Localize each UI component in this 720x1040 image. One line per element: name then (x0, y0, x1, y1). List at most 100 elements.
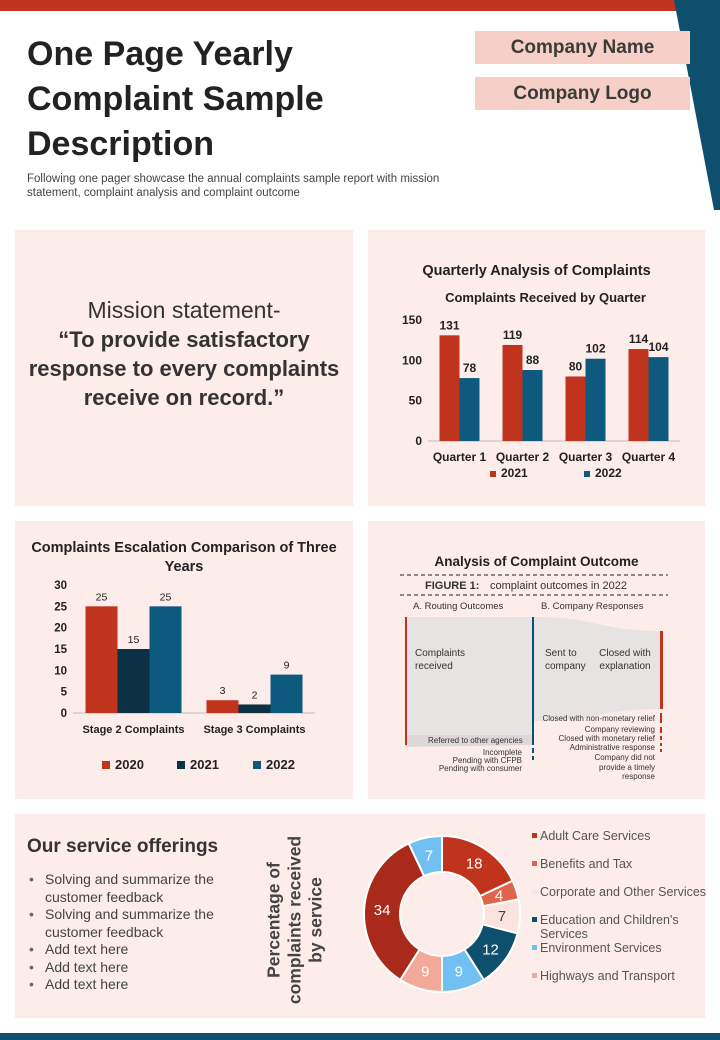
bar (459, 378, 480, 441)
x-tick-label: Quarter 3 (559, 450, 613, 464)
legend-swatch (532, 889, 537, 894)
bar-value-label: 2 (252, 689, 258, 701)
bottom-accent-bar (0, 1033, 720, 1040)
y-tick-label: 30 (54, 580, 67, 592)
donut-value-label: 7 (498, 908, 506, 925)
legend-swatch (532, 833, 537, 838)
legend-item-benefits-tax: Benefits and Tax (532, 857, 712, 885)
bar (117, 649, 150, 713)
closed-monetary-label: Closed with monetary relief (558, 734, 655, 743)
bar-value-label: 131 (439, 318, 459, 332)
x-tick-label: Quarter 1 (433, 450, 487, 464)
bar (85, 606, 118, 713)
bar (439, 335, 460, 441)
bar (502, 345, 523, 441)
mission-lead: Mission statement- (87, 297, 281, 323)
service-offerings-heading: Our service offerings (27, 836, 219, 857)
bar (522, 370, 543, 441)
donut-slice (407, 834, 443, 878)
closed-with-explanation-label: Closed with explanation (599, 648, 651, 672)
incomplete-label: Incomplete (482, 748, 522, 757)
legend-item-highways: Highways and Transport (532, 969, 712, 997)
legend-swatch (102, 761, 110, 769)
donut-value-label: 4 (495, 887, 503, 904)
bar-value-label: 104 (648, 340, 668, 354)
company-responses-header: B. Company Responses (541, 601, 644, 612)
legend-label: 2022 (595, 466, 622, 480)
legend-swatch (490, 471, 496, 477)
page-title: One Page Yearly Complaint Sample Descrip… (27, 35, 324, 163)
donut-slice (363, 842, 426, 982)
legend-swatch (584, 471, 590, 477)
administrative-response-label: Administrative response (569, 743, 655, 752)
escalation-bar-chart: 0 5 10 15 20 25 30 25 15 25 Stage 2 Complaints 3 2 9 S… (54, 580, 315, 772)
bar (206, 700, 239, 713)
y-tick-label: 100 (402, 353, 422, 367)
figure-label: FIGURE 1: (425, 580, 480, 592)
donut-value-label: 9 (455, 964, 463, 981)
company-logo-placeholder[interactable]: Company Logo (475, 77, 690, 110)
bar (270, 674, 303, 713)
bar (585, 358, 606, 441)
y-tick-label: 20 (54, 623, 67, 635)
y-tick-label: 150 (402, 313, 422, 327)
y-tick-label: 0 (415, 434, 422, 448)
referred-label: Referred to other agencies (428, 736, 523, 745)
services-panel: Our service offerings Solving and summar… (15, 814, 705, 1018)
legend-item-education: Education and Children's Services (532, 913, 712, 941)
donut-title-wrap: Percentage of complaints received by ser… (245, 830, 345, 1010)
legend-swatch (532, 861, 537, 866)
bar (565, 376, 586, 441)
bar-value-label: 25 (96, 591, 108, 603)
bar (149, 606, 182, 713)
list-item: Solving and summarize the customer feedb… (27, 871, 242, 906)
company-name-placeholder[interactable]: Company Name (475, 31, 690, 64)
legend-label: 2021 (190, 757, 219, 772)
escalation-panel: Complaints Escalation Comparison of Thre… (15, 521, 353, 799)
legend-label: 2021 (501, 466, 528, 480)
complaints-received-label: Complaints received (415, 648, 466, 672)
donut-legend: Adult Care Services Benefits and Tax Cor… (532, 829, 712, 997)
donut-value-label: 18 (466, 855, 483, 872)
bar-value-label: 80 (569, 359, 583, 373)
donut-value-label: 34 (374, 902, 391, 919)
donut-chart-title: Percentage of complaints received by ser… (263, 835, 326, 1005)
service-list: Solving and summarize the customer feedb… (27, 871, 242, 994)
y-tick-label: 15 (54, 644, 67, 656)
legend-label: 2020 (115, 757, 144, 772)
bar-value-label: 25 (160, 591, 172, 603)
service-donut-chart: 18 4 7 12 9 9 34 7 (363, 834, 521, 994)
list-item: Add text here (27, 976, 242, 994)
bar-value-label: 119 (503, 328, 523, 342)
donut-value-label: 7 (425, 847, 433, 864)
y-tick-label: 0 (61, 708, 67, 720)
no-timely-response-label: Company did not provide a timely respons… (594, 753, 655, 781)
bar-value-label: 88 (526, 353, 540, 367)
sent-to-company-label: Sent to company (545, 648, 586, 672)
quarterly-analysis-panel: Quarterly Analysis of Complaints Complai… (368, 230, 705, 506)
pending-consumer-label: Pending with consumer (438, 764, 522, 773)
list-item: Add text here (27, 959, 242, 977)
closed-non-monetary-label: Closed with non-monetary relief (542, 714, 656, 723)
legend-label: Highways and Transport (540, 969, 675, 983)
legend-label: Education and Children's Services (540, 913, 679, 941)
escalation-chart-title: Complaints Escalation Comparison of Thre… (31, 540, 337, 575)
y-tick-label: 25 (54, 601, 67, 613)
legend-item-corporate: Corporate and Other Services (532, 885, 712, 913)
donut-value-label: 12 (482, 941, 499, 958)
donut-value-label: 9 (421, 964, 429, 981)
x-tick-label: Quarter 2 (496, 450, 550, 464)
mission-statement: Mission statement- “To provide satisfact… (15, 295, 353, 412)
legend-label: Environment Services (540, 941, 662, 955)
legend-item-adult-care: Adult Care Services (532, 829, 712, 857)
bar (238, 704, 271, 713)
x-tick-label: Quarter 4 (622, 450, 676, 464)
list-item: Add text here (27, 941, 242, 959)
legend-label: Adult Care Services (540, 829, 651, 843)
bar (628, 349, 649, 441)
legend-item-environment: Environment Services (532, 941, 712, 969)
figure-caption: complaint outcomes in 2022 (490, 580, 627, 592)
outcome-flow-graphic (400, 574, 668, 760)
bar-value-label: 9 (284, 660, 290, 672)
